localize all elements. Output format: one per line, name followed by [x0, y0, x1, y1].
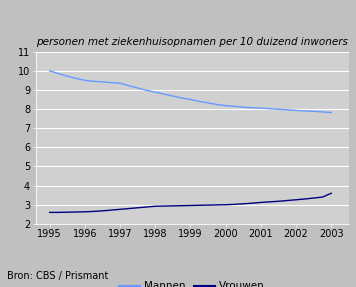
Vrouwen [179, 204, 184, 208]
Mannen [171, 94, 175, 98]
Vrouwen [320, 195, 325, 199]
Vrouwen [188, 204, 193, 207]
Vrouwen [329, 191, 334, 195]
Mannen [144, 89, 148, 92]
Vrouwen [206, 203, 210, 207]
Mannen [100, 80, 105, 84]
Mannen [294, 109, 298, 112]
Mannen [109, 81, 114, 84]
Mannen [118, 82, 122, 85]
Legend: Mannen, Vrouwen: Mannen, Vrouwen [115, 277, 269, 287]
Vrouwen [118, 208, 122, 211]
Vrouwen [162, 204, 166, 208]
Mannen [250, 106, 254, 109]
Vrouwen [100, 209, 105, 213]
Vrouwen [312, 196, 316, 200]
Mannen [127, 84, 131, 88]
Mannen [320, 110, 325, 114]
Vrouwen [268, 200, 272, 203]
Text: Bron: CBS / Prismant: Bron: CBS / Prismant [7, 271, 109, 281]
Vrouwen [74, 210, 78, 214]
Mannen [136, 86, 140, 90]
Vrouwen [83, 210, 87, 214]
Vrouwen [197, 203, 201, 207]
Mannen [83, 79, 87, 82]
Vrouwen [65, 210, 69, 214]
Mannen [312, 110, 316, 113]
Mannen [276, 108, 281, 111]
Mannen [329, 111, 334, 114]
Vrouwen [303, 197, 307, 201]
Mannen [48, 69, 52, 73]
Vrouwen [56, 211, 61, 214]
Vrouwen [259, 201, 263, 204]
Vrouwen [127, 207, 131, 210]
Vrouwen [144, 205, 148, 209]
Mannen [91, 79, 96, 83]
Mannen [232, 105, 237, 108]
Line: Vrouwen: Vrouwen [50, 193, 331, 212]
Mannen [241, 105, 245, 109]
Mannen [259, 106, 263, 110]
Mannen [188, 98, 193, 101]
Mannen [197, 100, 201, 103]
Line: Mannen: Mannen [50, 71, 331, 113]
Vrouwen [250, 201, 254, 205]
Mannen [56, 72, 61, 75]
Mannen [285, 108, 289, 112]
Vrouwen [136, 206, 140, 210]
Mannen [215, 103, 219, 106]
Vrouwen [224, 203, 228, 206]
Vrouwen [241, 202, 245, 205]
Vrouwen [109, 208, 114, 212]
Mannen [224, 104, 228, 107]
Vrouwen [48, 211, 52, 214]
Mannen [153, 90, 157, 94]
Vrouwen [285, 199, 289, 202]
Vrouwen [153, 205, 157, 208]
Mannen [65, 74, 69, 78]
Vrouwen [294, 198, 298, 201]
Mannen [268, 107, 272, 110]
Vrouwen [276, 199, 281, 203]
Mannen [303, 109, 307, 113]
Mannen [179, 96, 184, 100]
Vrouwen [232, 203, 237, 206]
Vrouwen [171, 204, 175, 208]
Mannen [162, 92, 166, 96]
Mannen [74, 77, 78, 80]
Mannen [206, 101, 210, 105]
Vrouwen [91, 210, 96, 213]
Vrouwen [215, 203, 219, 207]
Text: personen met ziekenhuisopnamen per 10 duizend inwoners: personen met ziekenhuisopnamen per 10 du… [36, 37, 347, 47]
